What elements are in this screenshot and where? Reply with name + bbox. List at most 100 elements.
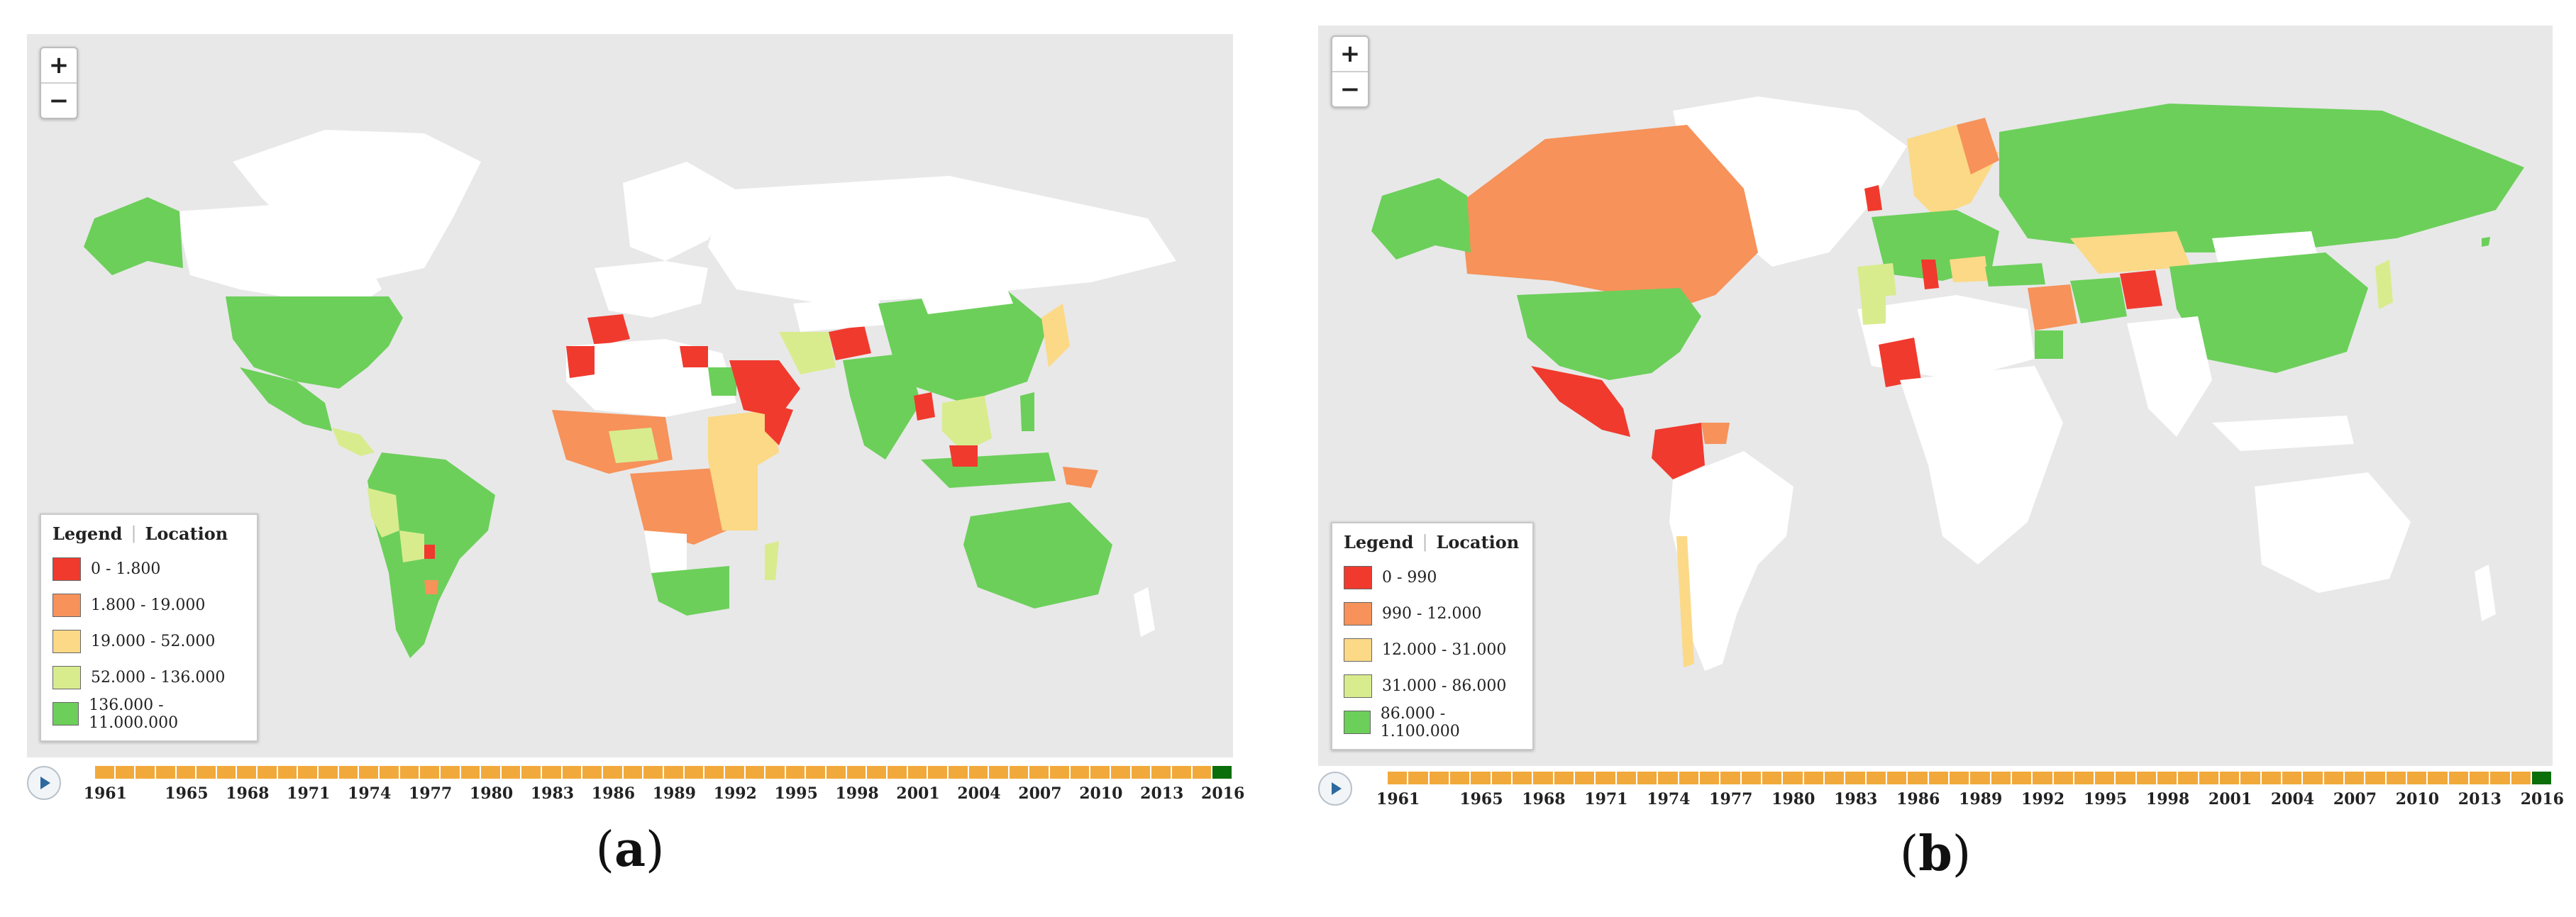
timeline-segment[interactable] (1029, 766, 1051, 779)
timeline-segment[interactable] (237, 766, 258, 779)
timeline-segment[interactable] (1970, 772, 1991, 784)
timeline-segment[interactable] (440, 766, 461, 779)
timeline-segment[interactable] (1908, 772, 1929, 784)
timeline-segment[interactable] (1596, 772, 1617, 784)
timeline-segment[interactable] (1658, 772, 1679, 784)
timeline-segment[interactable] (2220, 772, 2241, 784)
timeline-segment[interactable] (1408, 772, 1430, 784)
timeline-segment[interactable] (1512, 772, 1534, 784)
timeline-segment[interactable] (1824, 772, 1846, 784)
timeline-segment[interactable] (643, 766, 664, 779)
timeline-segment[interactable] (501, 766, 522, 779)
timeline-segment[interactable] (399, 766, 421, 779)
timeline-segment[interactable] (663, 766, 685, 779)
zoom-out-button[interactable]: − (41, 82, 77, 118)
timeline-segment[interactable] (2532, 772, 2553, 784)
timeline-segment[interactable] (1699, 772, 1721, 784)
timeline-segment[interactable] (989, 766, 1010, 779)
timeline-segment[interactable] (907, 766, 929, 779)
timeline-segment[interactable] (1616, 772, 1637, 784)
timeline-segment[interactable] (1574, 772, 1596, 784)
timeline-segment[interactable] (1192, 766, 1213, 779)
timeline-segment[interactable] (2240, 772, 2262, 784)
timeline-segment[interactable] (2323, 772, 2345, 784)
zoom-in-button[interactable]: + (1339, 40, 1361, 68)
timeline-segment[interactable] (765, 766, 786, 779)
timeline-segment[interactable] (1866, 772, 1887, 784)
play-button[interactable] (1318, 772, 1352, 806)
timeline-segment[interactable] (1070, 766, 1091, 779)
timeline-segment[interactable] (216, 766, 238, 779)
timeline-segment[interactable] (2178, 772, 2199, 784)
timeline-segment[interactable] (2136, 772, 2158, 784)
timeline-segment[interactable] (197, 766, 217, 779)
timeline-segment[interactable] (1212, 766, 1233, 779)
timeline-segment[interactable] (176, 766, 197, 779)
timeline-segment[interactable] (1803, 772, 1825, 784)
timeline-segment[interactable] (2033, 772, 2054, 784)
timeline-segment[interactable] (1637, 772, 1659, 784)
timeline-segment[interactable] (785, 766, 807, 779)
timeline-segment[interactable] (2282, 772, 2304, 784)
timeline-segment[interactable] (2053, 772, 2074, 784)
timeline-segment[interactable] (1388, 772, 1409, 784)
timeline-segment[interactable] (1449, 772, 1471, 784)
timeline-segment[interactable] (1491, 772, 1513, 784)
timeline-segment[interactable] (115, 766, 136, 779)
timeline-segment[interactable] (806, 766, 827, 779)
timeline-segment[interactable] (2116, 772, 2137, 784)
timeline-segment[interactable] (2511, 772, 2533, 784)
timeline-segment[interactable] (95, 766, 116, 779)
timeline-segment[interactable] (277, 766, 299, 779)
timeline-segment[interactable] (1845, 772, 1867, 784)
timeline-segment[interactable] (155, 766, 177, 779)
timeline-segment[interactable] (2303, 772, 2324, 784)
timeline-segment[interactable] (1554, 772, 1575, 784)
timeline-track[interactable] (95, 766, 1233, 779)
timeline-segment[interactable] (948, 766, 969, 779)
timeline-segment[interactable] (704, 766, 725, 779)
timeline-segment[interactable] (2345, 772, 2366, 784)
timeline-segment[interactable] (2448, 772, 2470, 784)
timeline-segment[interactable] (827, 766, 847, 779)
timeline-segment[interactable] (338, 766, 360, 779)
timeline-segment[interactable] (2407, 772, 2428, 784)
timeline-track[interactable] (1388, 772, 2553, 784)
timeline-segment[interactable] (846, 766, 868, 779)
timeline-segment[interactable] (2074, 772, 2096, 784)
timeline-segment[interactable] (1009, 766, 1030, 779)
timeline-segment[interactable] (1111, 766, 1132, 779)
timeline-segment[interactable] (319, 766, 339, 779)
timeline-segment[interactable] (887, 766, 908, 779)
timeline-segment[interactable] (460, 766, 482, 779)
timeline-segment[interactable] (379, 766, 400, 779)
map-viewport[interactable]: + − Legend | Location 0 - 990 990 - 12.0… (1318, 26, 2553, 766)
timeline-segment[interactable] (542, 766, 563, 779)
timeline-segment[interactable] (1679, 772, 1700, 784)
timeline-segment[interactable] (359, 766, 380, 779)
timeline-segment[interactable] (1928, 772, 1950, 784)
timeline-segment[interactable] (1171, 766, 1193, 779)
timeline-segment[interactable] (2157, 772, 2179, 784)
timeline-segment[interactable] (420, 766, 441, 779)
timeline-segment[interactable] (724, 766, 746, 779)
timeline-segment[interactable] (2199, 772, 2221, 784)
timeline-segment[interactable] (2428, 772, 2449, 784)
timeline-segment[interactable] (582, 766, 604, 779)
timeline-segment[interactable] (1886, 772, 1908, 784)
timeline-segment[interactable] (562, 766, 583, 779)
timeline-segment[interactable] (1050, 766, 1071, 779)
timeline-segment[interactable] (2365, 772, 2387, 784)
timeline-segment[interactable] (1090, 766, 1112, 779)
timeline-segment[interactable] (1991, 772, 2012, 784)
timeline-segment[interactable] (2011, 772, 2033, 784)
timeline-segment[interactable] (623, 766, 644, 779)
timeline-segment[interactable] (2470, 772, 2491, 784)
timeline-segment[interactable] (136, 766, 156, 779)
timeline-segment[interactable] (2095, 772, 2116, 784)
timeline-segment[interactable] (2261, 772, 2283, 784)
map-viewport[interactable]: + − Legend | Location 0 - 1.800 1.800 - … (27, 34, 1233, 757)
timeline-segment[interactable] (928, 766, 949, 779)
timeline-segment[interactable] (1720, 772, 1742, 784)
timeline-segment[interactable] (1471, 772, 1492, 784)
